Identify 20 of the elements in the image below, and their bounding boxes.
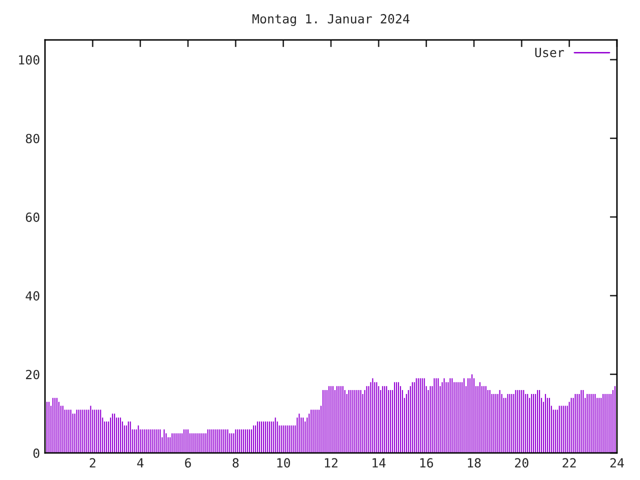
y-tick-label: 20: [26, 370, 40, 380]
x-tick-label: 10: [277, 458, 290, 468]
x-tick-label: 22: [562, 458, 576, 468]
x-tick-label: 8: [232, 458, 239, 468]
legend-label: User: [535, 48, 564, 58]
x-tick-label: 20: [515, 458, 528, 468]
x-tick-label: 18: [468, 458, 481, 468]
x-tick-label: 2: [90, 458, 96, 468]
y-tick-label: 0: [33, 448, 40, 458]
chart-title: Montag 1. Januar 2024: [252, 14, 410, 26]
x-tick-label: 24: [610, 458, 624, 468]
x-tick-label: 4: [137, 458, 144, 468]
x-tick-label: 16: [420, 458, 434, 468]
x-tick-label: 6: [185, 458, 191, 468]
x-tick-label: 12: [324, 458, 338, 468]
y-tick-label: 60: [26, 212, 40, 222]
y-tick-label: 80: [26, 134, 40, 144]
y-tick-label: 40: [26, 291, 40, 301]
y-tick-label: 100: [19, 55, 40, 65]
x-tick-label: 14: [372, 458, 386, 468]
